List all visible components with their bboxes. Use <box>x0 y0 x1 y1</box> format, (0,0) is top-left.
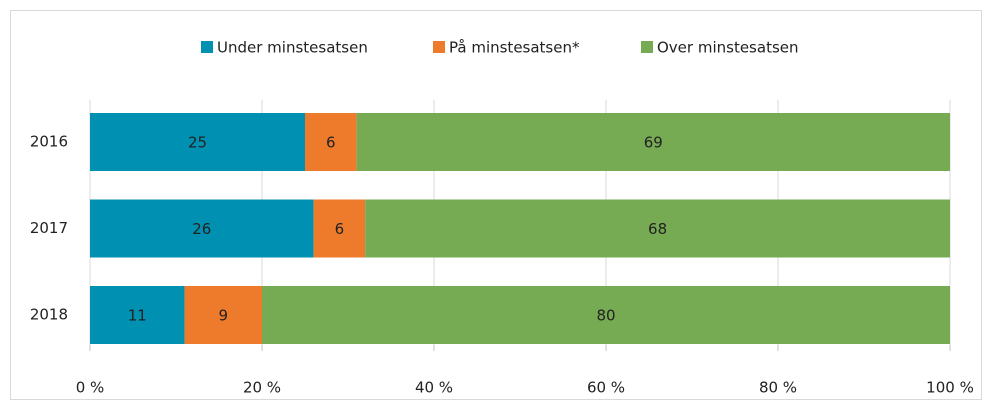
legend-swatch <box>201 41 213 53</box>
bar-segment <box>313 199 366 258</box>
bar-segment <box>262 286 950 344</box>
y-tick-label: 2016 <box>30 133 68 151</box>
x-tick-label: 0 % <box>76 379 105 397</box>
data-label: 26 <box>192 220 211 238</box>
data-label: 80 <box>596 307 615 325</box>
bar-segment <box>90 113 305 171</box>
data-label: 69 <box>644 134 663 152</box>
y-tick-label: 2018 <box>30 306 68 324</box>
legend-swatch <box>433 41 445 53</box>
y-tick-label: 2017 <box>30 219 68 237</box>
bar-segment <box>184 286 262 344</box>
bar-segment <box>90 286 185 344</box>
x-tick-label: 40 % <box>415 379 453 397</box>
legend-label: Under minstesatsen <box>217 39 368 57</box>
data-label: 25 <box>188 134 207 152</box>
bar-segment <box>90 199 314 258</box>
data-label: 11 <box>128 307 147 325</box>
bar-segment <box>305 113 357 171</box>
legend-label: På minstesatsen* <box>449 39 580 57</box>
data-label: 6 <box>335 220 345 238</box>
x-tick-label: 100 % <box>926 379 974 397</box>
legend-label: Over minstesatsen <box>657 39 799 57</box>
bar-segment <box>365 199 950 258</box>
x-tick-label: 20 % <box>243 379 281 397</box>
bar-segment <box>356 113 951 171</box>
data-label: 68 <box>648 220 667 238</box>
data-label: 6 <box>326 134 336 152</box>
x-tick-label: 80 % <box>759 379 797 397</box>
legend-swatch <box>641 41 653 53</box>
data-label: 9 <box>219 307 229 325</box>
x-tick-label: 60 % <box>587 379 625 397</box>
